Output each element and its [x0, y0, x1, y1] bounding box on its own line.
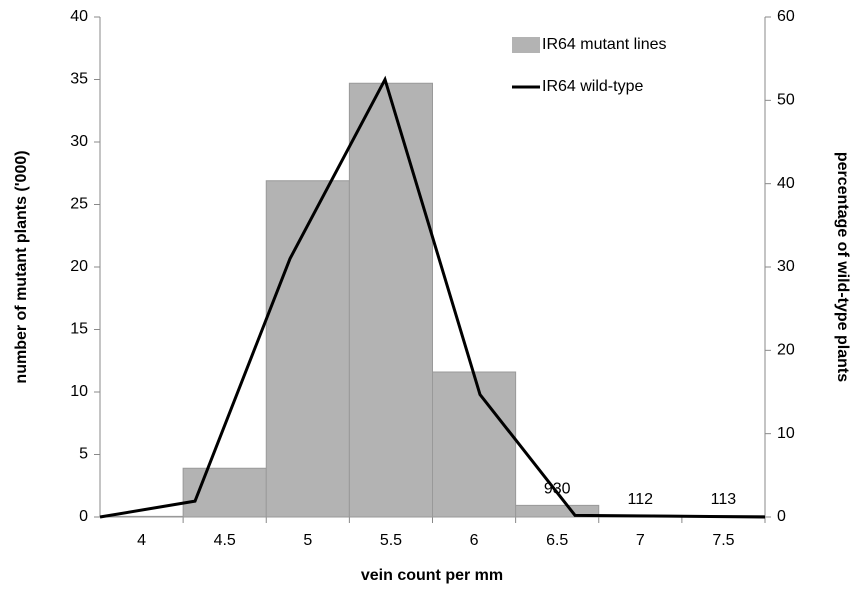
x-tick-label: 5.5 [380, 532, 402, 549]
y2-tick-label: 40 [777, 175, 795, 192]
y2-axis-title: percentage of wild-type plants [834, 152, 851, 382]
bar [265, 180, 350, 518]
bar [348, 82, 433, 518]
y2-tick-label: 60 [777, 8, 795, 25]
legend-label: IR64 mutant lines [542, 36, 667, 53]
y-tick-label: 15 [70, 321, 88, 338]
value-label: 112 [628, 491, 654, 508]
x-tick-label: 6.5 [546, 532, 568, 549]
y2-tick-label: 30 [777, 258, 795, 275]
y-tick-label: 40 [70, 8, 88, 25]
bar [99, 515, 184, 518]
y-tick-label: 25 [70, 196, 88, 213]
y2-tick-label: 0 [777, 508, 786, 525]
y2-tick-label: 50 [777, 92, 795, 109]
x-tick-label: 7.5 [712, 532, 734, 549]
bar [182, 467, 267, 518]
x-tick-label: 4 [137, 532, 146, 549]
y-tick-label: 10 [70, 383, 88, 400]
y-tick-label: 5 [79, 446, 88, 463]
y-axis-title: number of mutant plants ('000) [13, 150, 30, 383]
y-tick-label: 0 [79, 508, 88, 525]
line [99, 75, 766, 519]
y-tick-label: 35 [70, 71, 88, 88]
y-tick-label: 30 [70, 133, 88, 150]
y2-tick-label: 10 [777, 425, 795, 442]
x-axis-title: vein count per mm [361, 567, 503, 584]
x-tick-label: 5 [303, 532, 312, 549]
bar [515, 504, 600, 518]
legend-label: IR64 wild-type [542, 78, 643, 95]
x-tick-label: 4.5 [214, 532, 236, 549]
x-tick-label: 7 [636, 532, 645, 549]
x-tick-label: 6 [470, 532, 479, 549]
value-label: 113 [711, 491, 737, 508]
legend-swatch [512, 37, 540, 53]
bar [432, 371, 517, 518]
y-tick-label: 20 [70, 258, 88, 275]
y2-tick-label: 20 [777, 342, 795, 359]
